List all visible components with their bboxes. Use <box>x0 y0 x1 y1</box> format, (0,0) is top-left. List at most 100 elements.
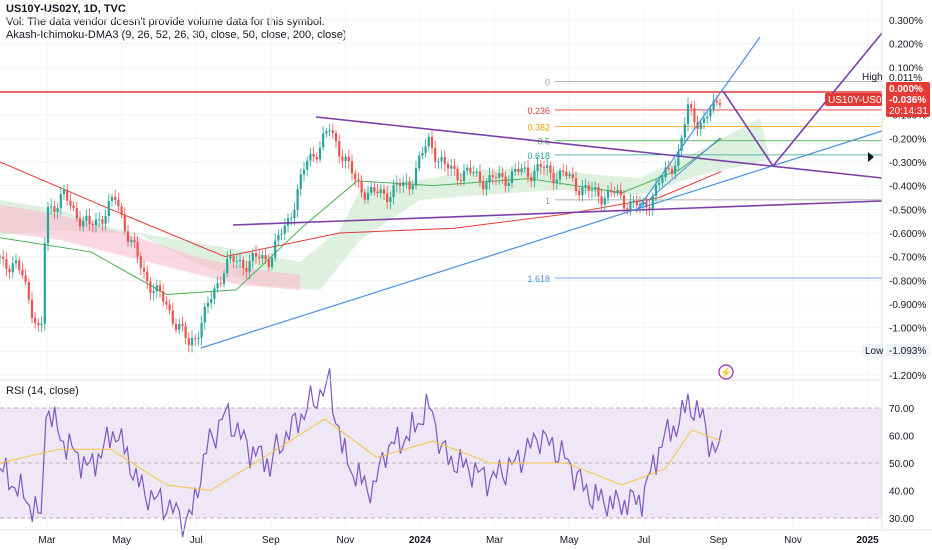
candle-body <box>302 169 306 175</box>
candle-body <box>555 179 558 184</box>
price-axis-tick: 0.200% <box>889 40 923 51</box>
candle-body <box>146 271 149 282</box>
candle-body <box>184 325 187 339</box>
candle-body <box>370 186 373 193</box>
candle-body <box>430 136 434 148</box>
candle-body <box>472 172 475 174</box>
candle-body <box>664 167 667 178</box>
volume-note: Vol: The data vendor doesn't provide vol… <box>6 16 325 28</box>
candle-body <box>622 195 626 209</box>
candle-body <box>123 214 126 232</box>
indicator-legend[interactable]: Akash-Ichimoku-DMA3 (9, 26, 52, 26, 30, … <box>6 29 347 41</box>
candle-body <box>85 215 88 221</box>
price-labels: High 0.011%0.000%US10Y-US02Y-0.036%20:14:… <box>825 71 930 357</box>
candle-body <box>75 207 78 219</box>
candle-body <box>14 260 18 264</box>
candle-body <box>645 201 648 208</box>
price-axis-tick: -0.400% <box>889 182 926 193</box>
time-axis-tick: 2024 <box>409 535 432 546</box>
candle-body <box>478 171 482 182</box>
symbol-title: US10Y-US02Y, 1D, TVC <box>6 3 126 15</box>
candle-body <box>488 175 491 183</box>
candle-body <box>670 168 674 175</box>
candle-body <box>427 136 430 147</box>
candle-body <box>126 231 130 243</box>
candle-body <box>558 170 562 180</box>
candle-body <box>587 185 590 191</box>
candle-body <box>318 147 322 160</box>
candle-body <box>475 171 478 173</box>
candle-body <box>56 208 59 212</box>
rsi-axis-tick: 70.00 <box>889 404 914 415</box>
candle-body <box>680 137 683 152</box>
candle-body <box>267 259 270 267</box>
symbol-tag-value: -0.036% <box>889 95 926 106</box>
candle-body <box>226 258 229 274</box>
candle-body <box>139 256 142 269</box>
candle-body <box>232 256 235 262</box>
candle-body <box>120 206 123 215</box>
candle-body <box>392 184 395 198</box>
candle-body <box>360 181 363 193</box>
candle-body <box>5 258 8 269</box>
candle-body <box>133 240 136 243</box>
candle-body <box>62 189 66 195</box>
candle-body <box>523 167 526 169</box>
candle-body <box>110 196 114 201</box>
candle-body <box>613 191 616 194</box>
candle-body <box>203 306 206 323</box>
candle-body <box>238 259 242 261</box>
low-value: -1.093% <box>889 346 926 357</box>
candle-body <box>155 285 158 292</box>
time-axis-tick: May <box>112 535 131 546</box>
price-axis-tick: -0.800% <box>889 276 926 287</box>
candle-body <box>491 175 494 178</box>
candle-body <box>264 255 267 260</box>
candle-body <box>43 243 46 324</box>
candle-body <box>709 109 712 117</box>
candle-body <box>520 168 523 172</box>
time-axis-tick: Mar <box>38 535 56 546</box>
candle-body <box>504 176 507 186</box>
candle-body <box>325 131 328 134</box>
price-candles <box>0 93 722 353</box>
candle-body <box>34 318 37 323</box>
lower-wedge-line <box>232 200 883 226</box>
candle-body <box>718 102 722 105</box>
rsi-axis-tick: 50.00 <box>889 459 914 470</box>
rsi-panel-title[interactable]: RSI (14, close) <box>6 385 79 397</box>
candle-body <box>213 288 216 299</box>
price-axis-tick: -0.200% <box>889 134 926 145</box>
candle-body <box>462 170 466 181</box>
candle-body <box>382 189 386 194</box>
candle-body <box>306 160 309 170</box>
bolt-icon: ⚡ <box>720 366 732 379</box>
symbol-tag-bg <box>825 93 882 106</box>
candle-body <box>395 182 398 185</box>
symbol-tag-value-bg <box>886 93 930 106</box>
candle-body <box>440 157 443 162</box>
candle-body <box>344 156 347 161</box>
candle-body <box>261 255 264 259</box>
candle-body <box>642 201 645 204</box>
candle-body <box>667 167 670 169</box>
candle-body <box>437 161 440 163</box>
candle-body <box>53 206 56 212</box>
candle-body <box>706 116 709 119</box>
rsi-background <box>0 407 882 519</box>
candle-body <box>130 240 133 243</box>
candle-body <box>379 189 382 194</box>
rsi-lines <box>0 368 723 538</box>
candle-body <box>174 323 178 330</box>
candle-body <box>117 199 120 207</box>
rsi-axis-tick: 40.00 <box>889 487 914 498</box>
candle-body <box>242 259 245 269</box>
candle-body <box>594 187 597 190</box>
candle-body <box>638 203 642 206</box>
candle-body <box>178 324 181 330</box>
candle-body <box>408 181 411 190</box>
candle-body <box>91 224 94 226</box>
candle-body <box>328 130 331 132</box>
steep-support-line <box>636 36 761 211</box>
